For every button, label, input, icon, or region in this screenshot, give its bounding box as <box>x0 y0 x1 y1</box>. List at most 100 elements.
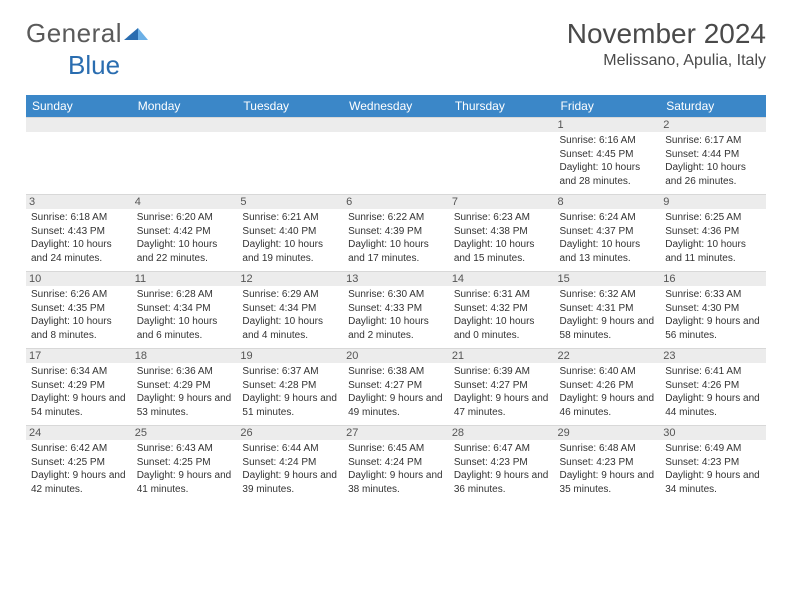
day-details: Sunrise: 6:42 AMSunset: 4:25 PMDaylight:… <box>31 442 127 496</box>
logo-icon <box>124 18 148 49</box>
day-details: Sunrise: 6:48 AMSunset: 4:23 PMDaylight:… <box>560 442 656 496</box>
week-row: 17 Sunrise: 6:34 AMSunset: 4:29 PMDayligh… <box>26 349 766 426</box>
day-number: 12 <box>237 272 343 286</box>
day-cell: 15 Sunrise: 6:32 AMSunset: 4:31 PMDayligh… <box>555 272 661 349</box>
day-number: 4 <box>132 195 238 209</box>
day-cell: 23 Sunrise: 6:41 AMSunset: 4:26 PMDayligh… <box>660 349 766 426</box>
day-cell: 10 Sunrise: 6:26 AMSunset: 4:35 PMDayligh… <box>26 272 132 349</box>
day-number: 1 <box>555 118 661 132</box>
day-cell: 8 Sunrise: 6:24 AMSunset: 4:37 PMDaylight… <box>555 195 661 272</box>
day-header: Tuesday <box>237 95 343 118</box>
day-number: 16 <box>660 272 766 286</box>
day-number: 25 <box>132 426 238 440</box>
page-title: November 2024 <box>567 18 766 50</box>
day-number: 8 <box>555 195 661 209</box>
location: Melissano, Apulia, Italy <box>567 52 766 70</box>
day-number: 19 <box>237 349 343 363</box>
day-number: 27 <box>343 426 449 440</box>
day-number: 17 <box>26 349 132 363</box>
day-cell: 16Sunrise: 6:33 AMSunset: 4:30 PMDayligh… <box>660 272 766 349</box>
week-row: 24 Sunrise: 6:42 AMSunset: 4:25 PMDayligh… <box>26 426 766 503</box>
day-number: 23 <box>660 349 766 363</box>
day-number: 5 <box>237 195 343 209</box>
day-header: Wednesday <box>343 95 449 118</box>
week-row: 1 Sunrise: 6:16 AMSunset: 4:45 PMDaylight… <box>26 118 766 195</box>
day-cell: 9 Sunrise: 6:25 AMSunset: 4:36 PMDaylight… <box>660 195 766 272</box>
day-header: Friday <box>555 95 661 118</box>
day-number: 6 <box>343 195 449 209</box>
day-cell: 21 Sunrise: 6:39 AMSunset: 4:27 PMDayligh… <box>449 349 555 426</box>
day-cell: 3Sunrise: 6:18 AMSunset: 4:43 PMDaylight… <box>26 195 132 272</box>
day-details: Sunrise: 6:34 AMSunset: 4:29 PMDaylight:… <box>31 365 127 419</box>
day-details: Sunrise: 6:26 AMSunset: 4:35 PMDaylight:… <box>31 288 127 342</box>
day-details: Sunrise: 6:22 AMSunset: 4:39 PMDaylight:… <box>348 211 444 265</box>
day-header-row: SundayMondayTuesdayWednesdayThursdayFrid… <box>26 95 766 118</box>
day-details: Sunrise: 6:47 AMSunset: 4:23 PMDaylight:… <box>454 442 550 496</box>
day-number: 14 <box>449 272 555 286</box>
day-number: 20 <box>343 349 449 363</box>
day-number: 18 <box>132 349 238 363</box>
day-details: Sunrise: 6:31 AMSunset: 4:32 PMDaylight:… <box>454 288 550 342</box>
day-details: Sunrise: 6:44 AMSunset: 4:24 PMDaylight:… <box>242 442 338 496</box>
day-cell <box>449 118 555 195</box>
day-details: Sunrise: 6:39 AMSunset: 4:27 PMDaylight:… <box>454 365 550 419</box>
day-number: 28 <box>449 426 555 440</box>
day-details: Sunrise: 6:28 AMSunset: 4:34 PMDaylight:… <box>137 288 233 342</box>
day-cell <box>237 118 343 195</box>
day-number: 9 <box>660 195 766 209</box>
day-details: Sunrise: 6:23 AMSunset: 4:38 PMDaylight:… <box>454 211 550 265</box>
day-number: 22 <box>555 349 661 363</box>
day-number: 26 <box>237 426 343 440</box>
day-number: 2 <box>660 118 766 132</box>
day-cell: 13 Sunrise: 6:30 AMSunset: 4:33 PMDayligh… <box>343 272 449 349</box>
day-number: 30 <box>660 426 766 440</box>
day-details: Sunrise: 6:25 AMSunset: 4:36 PMDaylight:… <box>665 211 761 265</box>
day-cell <box>26 118 132 195</box>
day-cell: 29 Sunrise: 6:48 AMSunset: 4:23 PMDayligh… <box>555 426 661 503</box>
day-details: Sunrise: 6:17 AMSunset: 4:44 PMDaylight:… <box>665 134 761 188</box>
logo-word1: General <box>26 18 122 49</box>
day-details: Sunrise: 6:30 AMSunset: 4:33 PMDaylight:… <box>348 288 444 342</box>
day-details: Sunrise: 6:24 AMSunset: 4:37 PMDaylight:… <box>560 211 656 265</box>
day-cell: 30Sunrise: 6:49 AMSunset: 4:23 PMDayligh… <box>660 426 766 503</box>
day-number: 3 <box>26 195 132 209</box>
day-number: 15 <box>555 272 661 286</box>
logo-word2: Blue <box>26 50 120 80</box>
day-details: Sunrise: 6:37 AMSunset: 4:28 PMDaylight:… <box>242 365 338 419</box>
day-cell: 19 Sunrise: 6:37 AMSunset: 4:28 PMDayligh… <box>237 349 343 426</box>
day-number: 29 <box>555 426 661 440</box>
day-cell: 5 Sunrise: 6:21 AMSunset: 4:40 PMDaylight… <box>237 195 343 272</box>
day-cell: 27 Sunrise: 6:45 AMSunset: 4:24 PMDayligh… <box>343 426 449 503</box>
day-details: Sunrise: 6:45 AMSunset: 4:24 PMDaylight:… <box>348 442 444 496</box>
week-row: 10 Sunrise: 6:26 AMSunset: 4:35 PMDayligh… <box>26 272 766 349</box>
day-cell <box>132 118 238 195</box>
day-header: Sunday <box>26 95 132 118</box>
day-number: 11 <box>132 272 238 286</box>
day-cell: 7Sunrise: 6:23 AMSunset: 4:38 PMDaylight… <box>449 195 555 272</box>
day-details: Sunrise: 6:40 AMSunset: 4:26 PMDaylight:… <box>560 365 656 419</box>
day-details: Sunrise: 6:29 AMSunset: 4:34 PMDaylight:… <box>242 288 338 342</box>
day-cell: 4 Sunrise: 6:20 AMSunset: 4:42 PMDaylight… <box>132 195 238 272</box>
calendar-table: SundayMondayTuesdayWednesdayThursdayFrid… <box>26 95 766 502</box>
day-details: Sunrise: 6:32 AMSunset: 4:31 PMDaylight:… <box>560 288 656 342</box>
day-number: 10 <box>26 272 132 286</box>
day-cell <box>343 118 449 195</box>
week-row: 3Sunrise: 6:18 AMSunset: 4:43 PMDaylight… <box>26 195 766 272</box>
day-number: 13 <box>343 272 449 286</box>
day-details: Sunrise: 6:43 AMSunset: 4:25 PMDaylight:… <box>137 442 233 496</box>
day-cell: 2 Sunrise: 6:17 AMSunset: 4:44 PMDaylight… <box>660 118 766 195</box>
day-cell: 14 Sunrise: 6:31 AMSunset: 4:32 PMDayligh… <box>449 272 555 349</box>
day-number: 24 <box>26 426 132 440</box>
day-details: Sunrise: 6:16 AMSunset: 4:45 PMDaylight:… <box>560 134 656 188</box>
day-cell: 22 Sunrise: 6:40 AMSunset: 4:26 PMDayligh… <box>555 349 661 426</box>
day-details: Sunrise: 6:21 AMSunset: 4:40 PMDaylight:… <box>242 211 338 265</box>
logo: General <box>26 18 151 49</box>
day-cell: 26 Sunrise: 6:44 AMSunset: 4:24 PMDayligh… <box>237 426 343 503</box>
day-details: Sunrise: 6:41 AMSunset: 4:26 PMDaylight:… <box>665 365 761 419</box>
day-header: Monday <box>132 95 238 118</box>
day-number: 21 <box>449 349 555 363</box>
day-cell: 20Sunrise: 6:38 AMSunset: 4:27 PMDayligh… <box>343 349 449 426</box>
day-cell: 18Sunrise: 6:36 AMSunset: 4:29 PMDayligh… <box>132 349 238 426</box>
day-cell: 12 Sunrise: 6:29 AMSunset: 4:34 PMDayligh… <box>237 272 343 349</box>
day-details: Sunrise: 6:20 AMSunset: 4:42 PMDaylight:… <box>137 211 233 265</box>
